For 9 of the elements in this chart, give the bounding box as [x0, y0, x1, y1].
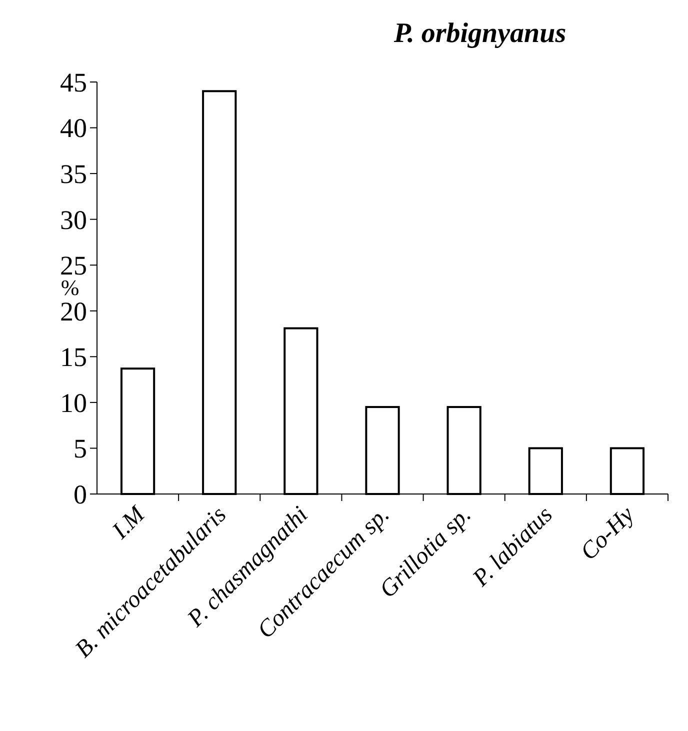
y-tick-label: 10 [60, 388, 87, 418]
y-tick-label: 5 [74, 434, 87, 464]
y-tick-label: 15 [60, 342, 87, 372]
y-tick-label: 0 [74, 479, 87, 510]
y-tick-label: 35 [60, 159, 87, 190]
chart-title: P. orbignyanus [392, 18, 566, 49]
y-tick-label: 45 [60, 67, 87, 98]
y-tick-label: 40 [60, 113, 87, 144]
y-tick-label: 30 [60, 204, 87, 235]
